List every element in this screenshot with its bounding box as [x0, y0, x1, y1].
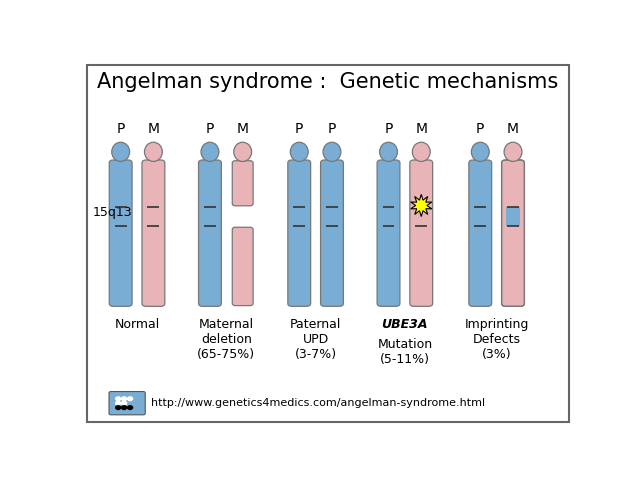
- Text: Imprinting
Defects
(3%): Imprinting Defects (3%): [465, 318, 529, 361]
- Circle shape: [122, 397, 127, 401]
- Ellipse shape: [323, 142, 341, 161]
- Ellipse shape: [145, 142, 163, 161]
- Text: M: M: [415, 121, 428, 135]
- Text: P: P: [116, 121, 125, 135]
- FancyBboxPatch shape: [232, 161, 253, 206]
- Text: Paternal
UPD
(3-7%): Paternal UPD (3-7%): [290, 318, 341, 361]
- FancyBboxPatch shape: [142, 160, 165, 306]
- Ellipse shape: [234, 142, 252, 161]
- Circle shape: [122, 401, 127, 405]
- Ellipse shape: [412, 142, 430, 161]
- FancyBboxPatch shape: [377, 160, 400, 306]
- Bar: [506, 207, 520, 226]
- FancyBboxPatch shape: [198, 160, 221, 306]
- Text: M: M: [147, 121, 159, 135]
- Text: M: M: [507, 121, 519, 135]
- Circle shape: [127, 406, 132, 409]
- Circle shape: [122, 406, 127, 409]
- Text: P: P: [206, 121, 214, 135]
- Text: P: P: [476, 121, 484, 135]
- Text: UBE3A: UBE3A: [381, 318, 428, 331]
- Ellipse shape: [504, 142, 522, 161]
- FancyBboxPatch shape: [410, 160, 433, 306]
- FancyBboxPatch shape: [288, 160, 310, 306]
- FancyBboxPatch shape: [469, 160, 492, 306]
- Ellipse shape: [380, 142, 397, 161]
- Ellipse shape: [291, 142, 308, 161]
- Circle shape: [116, 406, 121, 409]
- Text: 15q13: 15q13: [92, 206, 132, 219]
- Circle shape: [116, 397, 121, 401]
- FancyBboxPatch shape: [232, 227, 253, 306]
- FancyBboxPatch shape: [109, 392, 145, 415]
- Ellipse shape: [112, 142, 130, 161]
- Text: Normal: Normal: [115, 318, 159, 331]
- Text: M: M: [237, 121, 249, 135]
- Text: P: P: [295, 121, 303, 135]
- FancyBboxPatch shape: [321, 160, 344, 306]
- Text: http://www.genetics4medics.com/angelman-syndrome.html: http://www.genetics4medics.com/angelman-…: [150, 398, 485, 408]
- Text: P: P: [385, 121, 393, 135]
- FancyBboxPatch shape: [502, 160, 524, 306]
- Text: Mutation
(5-11%): Mutation (5-11%): [378, 338, 433, 367]
- Circle shape: [127, 397, 132, 401]
- Text: P: P: [328, 121, 336, 135]
- FancyBboxPatch shape: [109, 160, 132, 306]
- Text: Angelman syndrome :  Genetic mechanisms: Angelman syndrome : Genetic mechanisms: [97, 72, 559, 92]
- Circle shape: [116, 401, 121, 405]
- Ellipse shape: [201, 142, 219, 161]
- Ellipse shape: [471, 142, 489, 161]
- FancyBboxPatch shape: [88, 65, 568, 421]
- Polygon shape: [411, 194, 432, 216]
- Text: Maternal
deletion
(65-75%): Maternal deletion (65-75%): [197, 318, 255, 361]
